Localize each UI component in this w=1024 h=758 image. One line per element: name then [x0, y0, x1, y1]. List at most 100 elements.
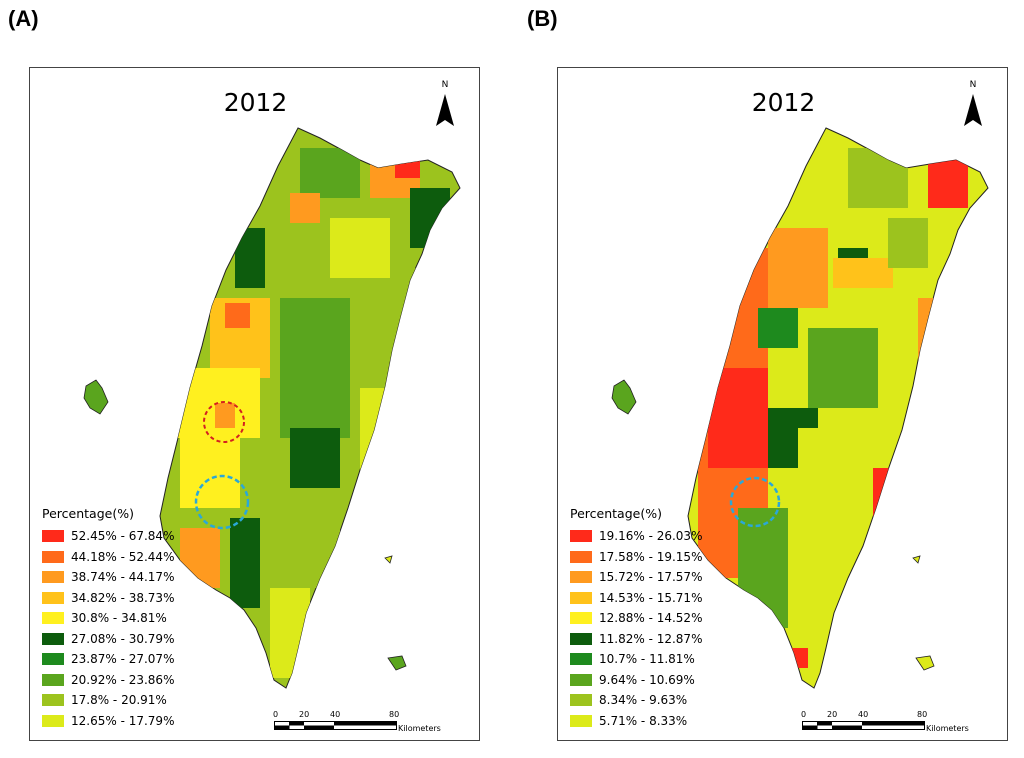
- legend-swatch: [42, 632, 64, 645]
- taiwan-map-a: [83, 127, 461, 689]
- taiwan-map-b: [611, 127, 989, 689]
- legend-item: 8.34% - 9.63%: [570, 690, 730, 711]
- legend-item: 34.82% - 38.73%: [42, 588, 202, 609]
- legend-item: 11.82% - 12.87%: [570, 629, 730, 650]
- legend-item: 27.08% - 30.79%: [42, 629, 202, 650]
- legend-label: 17.58% - 19.15%: [599, 549, 703, 564]
- legend-item: 15.72% - 17.57%: [570, 567, 730, 588]
- scale-unit: Kilometers: [398, 724, 441, 733]
- legend-swatch: [42, 612, 64, 625]
- legend-swatch: [42, 653, 64, 666]
- legend-swatch: [570, 653, 592, 666]
- region: [235, 228, 265, 288]
- small-island: [384, 555, 393, 564]
- legend-label: 11.82% - 12.87%: [599, 631, 703, 646]
- legend-swatch: [570, 550, 592, 563]
- legend-label: 34.82% - 38.73%: [71, 590, 175, 605]
- region: [833, 258, 893, 288]
- region: [808, 328, 878, 408]
- legend-label: 52.45% - 67.84%: [71, 529, 175, 544]
- legend-item: 20.92% - 23.86%: [42, 670, 202, 691]
- legend-label: 44.18% - 52.44%: [71, 549, 175, 564]
- region: [300, 148, 360, 198]
- legend-label: 30.8% - 34.81%: [71, 611, 167, 626]
- legend-swatch: [570, 673, 592, 686]
- legend-swatch: [42, 591, 64, 604]
- legend-title: Percentage(%): [42, 506, 134, 521]
- legend-swatch: [570, 714, 592, 727]
- legend-item: 17.8% - 20.91%: [42, 690, 202, 711]
- scale-bar-b: 0 20 40 80 Kilometers: [801, 710, 981, 736]
- map-year-a: 2012: [223, 88, 288, 117]
- region: [270, 588, 310, 678]
- scale-bar-graphic: [802, 721, 925, 730]
- legend-item: 52.45% - 67.84%: [42, 526, 202, 547]
- legend-a: Percentage(%) 52.45% - 67.84% 44.18% - 5…: [42, 506, 202, 731]
- legend-label: 12.65% - 17.79%: [71, 713, 175, 728]
- region: [225, 303, 250, 328]
- region: [928, 158, 968, 208]
- legend-item: 30.8% - 34.81%: [42, 608, 202, 629]
- legend-label: 9.64% - 10.69%: [599, 672, 695, 687]
- legend-label: 12.88% - 14.52%: [599, 611, 703, 626]
- region: [330, 218, 390, 278]
- scale-unit: Kilometers: [926, 724, 969, 733]
- map-frame-a: 2012 N Percentage(%) 52.45% - 67.84% 44.…: [29, 67, 480, 741]
- legend-label: 10.7% - 11.81%: [599, 652, 695, 667]
- legend-swatch: [42, 714, 64, 727]
- region: [873, 468, 903, 578]
- legend-swatch: [42, 673, 64, 686]
- region: [230, 518, 260, 608]
- legend-item: 14.53% - 15.71%: [570, 588, 730, 609]
- region: [768, 228, 828, 308]
- legend-item: 23.87% - 27.07%: [42, 649, 202, 670]
- legend-label: 15.72% - 17.57%: [599, 570, 703, 585]
- legend-label: 17.8% - 20.91%: [71, 693, 167, 708]
- region: [180, 438, 240, 508]
- legend-title: Percentage(%): [570, 506, 662, 521]
- scale-tick: 0: [273, 710, 279, 719]
- legend-b: Percentage(%) 19.16% - 26.03% 17.58% - 1…: [570, 506, 730, 731]
- small-island: [912, 555, 921, 564]
- scale-tick: 20: [827, 710, 838, 719]
- legend-item: 44.18% - 52.44%: [42, 547, 202, 568]
- legend-item: 10.7% - 11.81%: [570, 649, 730, 670]
- penghu-islands: [83, 379, 109, 415]
- region: [395, 153, 420, 178]
- region: [738, 508, 788, 628]
- legend-item: 9.64% - 10.69%: [570, 670, 730, 691]
- legend-swatch: [570, 530, 592, 543]
- legend-swatch: [42, 550, 64, 563]
- legend-item: 12.65% - 17.79%: [42, 711, 202, 732]
- blue-highlight-circle: [729, 476, 781, 528]
- legend-item: 17.58% - 19.15%: [570, 547, 730, 568]
- legend-item: 38.74% - 44.17%: [42, 567, 202, 588]
- panel-label-a: (A): [8, 6, 39, 31]
- north-arrow-icon: [436, 94, 454, 126]
- region: [280, 298, 350, 438]
- panel-label-b: (B): [527, 6, 558, 31]
- legend-label: 20.92% - 23.86%: [71, 672, 175, 687]
- orchid-island: [915, 655, 935, 671]
- region: [888, 218, 928, 268]
- legend-label: 5.71% - 8.33%: [599, 713, 688, 728]
- region: [215, 403, 235, 428]
- north-arrow-b: N: [961, 80, 985, 130]
- scale-tick: 40: [330, 710, 341, 719]
- legend-swatch: [570, 591, 592, 604]
- legend-swatch: [570, 694, 592, 707]
- orchid-island: [387, 655, 407, 671]
- legend-label: 23.87% - 27.07%: [71, 652, 175, 667]
- region: [708, 368, 768, 468]
- scale-tick: 0: [801, 710, 807, 719]
- red-highlight-circle: [203, 401, 245, 443]
- legend-label: 14.53% - 15.71%: [599, 590, 703, 605]
- scale-tick: 40: [858, 710, 869, 719]
- legend-item: 5.71% - 8.33%: [570, 711, 730, 732]
- scale-tick: 80: [389, 710, 400, 719]
- legend-swatch: [570, 612, 592, 625]
- region: [918, 298, 948, 518]
- legend-label: 19.16% - 26.03%: [599, 529, 703, 544]
- map-year-b: 2012: [751, 88, 816, 117]
- map-frame-b: 2012 N Percentage(%) 19.16% - 26.03% 17.…: [557, 67, 1008, 741]
